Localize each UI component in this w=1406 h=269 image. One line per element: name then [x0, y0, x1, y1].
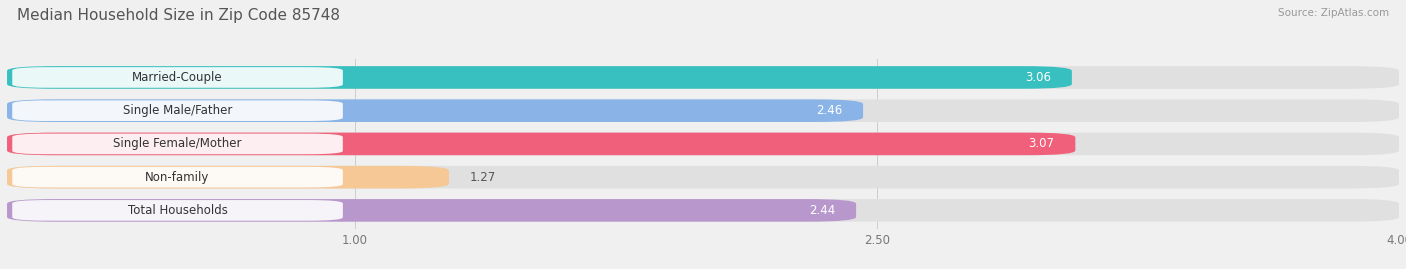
Text: Median Household Size in Zip Code 85748: Median Household Size in Zip Code 85748	[17, 8, 340, 23]
FancyBboxPatch shape	[13, 134, 343, 154]
FancyBboxPatch shape	[7, 199, 856, 222]
FancyBboxPatch shape	[7, 166, 449, 189]
FancyBboxPatch shape	[7, 199, 1399, 222]
FancyBboxPatch shape	[13, 167, 343, 187]
Text: 1.27: 1.27	[470, 171, 496, 184]
Text: Single Female/Mother: Single Female/Mother	[114, 137, 242, 150]
Text: 2.44: 2.44	[808, 204, 835, 217]
Text: 3.07: 3.07	[1028, 137, 1054, 150]
FancyBboxPatch shape	[13, 100, 343, 121]
Text: Married-Couple: Married-Couple	[132, 71, 224, 84]
FancyBboxPatch shape	[7, 99, 1399, 122]
FancyBboxPatch shape	[7, 166, 1399, 189]
Text: Source: ZipAtlas.com: Source: ZipAtlas.com	[1278, 8, 1389, 18]
Text: Non-family: Non-family	[145, 171, 209, 184]
Text: Total Households: Total Households	[128, 204, 228, 217]
Text: 3.06: 3.06	[1025, 71, 1050, 84]
FancyBboxPatch shape	[7, 66, 1399, 89]
FancyBboxPatch shape	[13, 67, 343, 88]
FancyBboxPatch shape	[13, 200, 343, 221]
FancyBboxPatch shape	[7, 99, 863, 122]
Text: Single Male/Father: Single Male/Father	[122, 104, 232, 117]
FancyBboxPatch shape	[7, 66, 1071, 89]
FancyBboxPatch shape	[7, 133, 1076, 155]
Text: 2.46: 2.46	[815, 104, 842, 117]
FancyBboxPatch shape	[7, 133, 1399, 155]
